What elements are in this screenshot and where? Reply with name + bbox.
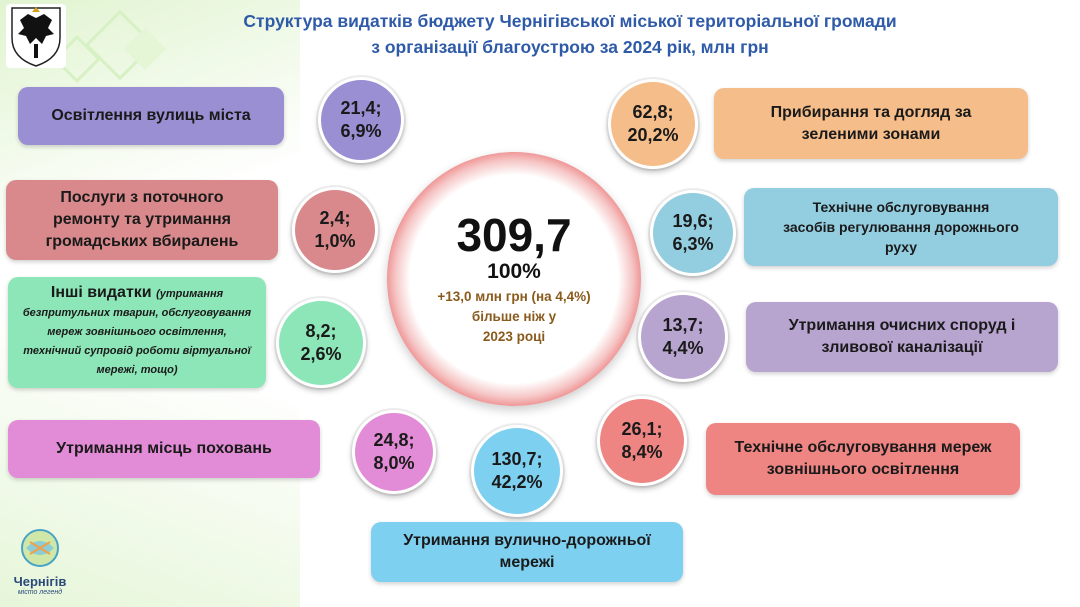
bubble-value: 13,7; <box>662 314 703 337</box>
bubble-share: 2,6% <box>300 343 341 366</box>
page-title: Структура видатків бюджету Чернігівської… <box>170 8 970 60</box>
title-line-2: з організації благоустрою за 2024 рік, м… <box>170 34 970 60</box>
logo-tagline: місто легенд <box>8 589 72 597</box>
label-text: Технічне обслуговування <box>813 197 990 217</box>
bubble-outdoor-lighting: 26,1; 8,4% <box>597 396 687 486</box>
label-other: Інші видатки (утримання безпритульних тв… <box>8 277 266 388</box>
total-value: 309,7 <box>456 211 571 259</box>
bubble-value: 26,1; <box>621 418 662 441</box>
bubble-value: 8,2; <box>305 320 336 343</box>
bubble-share: 6,3% <box>672 233 713 256</box>
label-text: руху <box>885 237 917 257</box>
label-green-zones: Прибирання та догляд за зеленими зонами <box>714 88 1028 159</box>
note-line-3: 2023 році <box>419 327 609 347</box>
label-toilets: Послуги з поточного ремонту та утримання… <box>6 180 278 260</box>
title-line-1: Структура видатків бюджету Чернігівської… <box>170 8 970 34</box>
note-line-2: більше ніж у <box>419 307 609 327</box>
bubble-share: 42,2% <box>491 471 542 494</box>
label-text: Освітлення вулиць міста <box>51 107 250 125</box>
bubble-sewage: 13,7; 4,4% <box>638 292 728 382</box>
label-text: Інші видатки <box>51 284 152 301</box>
label-text: Утримання очисних споруд і <box>789 315 1016 337</box>
bubble-share: 8,4% <box>621 441 662 464</box>
note-line-1: +13,0 млн грн (на 4,4%) <box>419 287 609 307</box>
bubble-green-zones: 62,8; 20,2% <box>608 79 698 169</box>
label-cemeteries: Утримання місць поховань <box>8 420 320 478</box>
label-detail: (утримання безпритульних тварин, обслуго… <box>23 288 251 376</box>
coat-of-arms-icon <box>6 4 66 68</box>
label-text: Послуги з поточного <box>60 187 223 209</box>
bubble-street-lighting: 21,4; 6,9% <box>318 77 404 163</box>
bubble-share: 6,9% <box>340 120 381 143</box>
label-text: Технічне обслуговування мереж <box>735 437 992 459</box>
label-traffic-control: Технічне обслуговування засобів регулюва… <box>744 188 1058 266</box>
bubble-share: 1,0% <box>314 230 355 253</box>
bubble-traffic-control: 19,6; 6,3% <box>650 190 736 276</box>
label-roads: Утримання вулично-дорожньої мережі <box>371 522 683 582</box>
label-outdoor-lighting: Технічне обслуговування мереж зовнішньог… <box>706 423 1020 495</box>
bubble-share: 20,2% <box>627 124 678 147</box>
label-text: мережі <box>500 552 555 574</box>
label-text: Утримання вулично-дорожньої <box>403 530 651 552</box>
bubble-toilets: 2,4; 1,0% <box>292 187 378 273</box>
label-text: громадських вбиралень <box>46 231 239 253</box>
city-logo: Чернігів місто легенд <box>8 528 72 602</box>
city-logo-icon <box>20 528 60 568</box>
label-text: зливової каналізації <box>822 337 983 359</box>
bubble-value: 19,6; <box>672 210 713 233</box>
label-text: ремонту та утримання <box>53 209 231 231</box>
label-text: зеленими зонами <box>802 124 941 146</box>
label-sewage: Утримання очисних споруд і зливової кана… <box>746 302 1058 372</box>
bubble-share: 4,4% <box>662 337 703 360</box>
bubble-roads: 130,7; 42,2% <box>471 425 563 517</box>
bubble-value: 21,4; <box>340 97 381 120</box>
total-circle: 309,7 100% +13,0 млн грн (на 4,4%) більш… <box>414 179 614 379</box>
bubble-value: 24,8; <box>373 429 414 452</box>
label-text: Прибирання та догляд за <box>771 102 972 124</box>
bubble-value: 130,7; <box>491 448 542 471</box>
label-text: Утримання місць поховань <box>56 440 272 458</box>
total-percent: 100% <box>487 259 541 285</box>
logo-name: Чернігів <box>8 575 72 589</box>
bubble-value: 2,4; <box>319 207 350 230</box>
bubble-value: 62,8; <box>632 101 673 124</box>
total-change-note: +13,0 млн грн (на 4,4%) більше ніж у 202… <box>419 287 609 347</box>
label-text: засобів регулювання дорожнього <box>783 217 1019 237</box>
label-street-lighting: Освітлення вулиць міста <box>18 87 284 145</box>
label-text: зовнішнього освітлення <box>767 459 959 481</box>
bubble-share: 8,0% <box>373 452 414 475</box>
bubble-other: 8,2; 2,6% <box>276 298 366 388</box>
bubble-cemeteries: 24,8; 8,0% <box>352 410 436 494</box>
